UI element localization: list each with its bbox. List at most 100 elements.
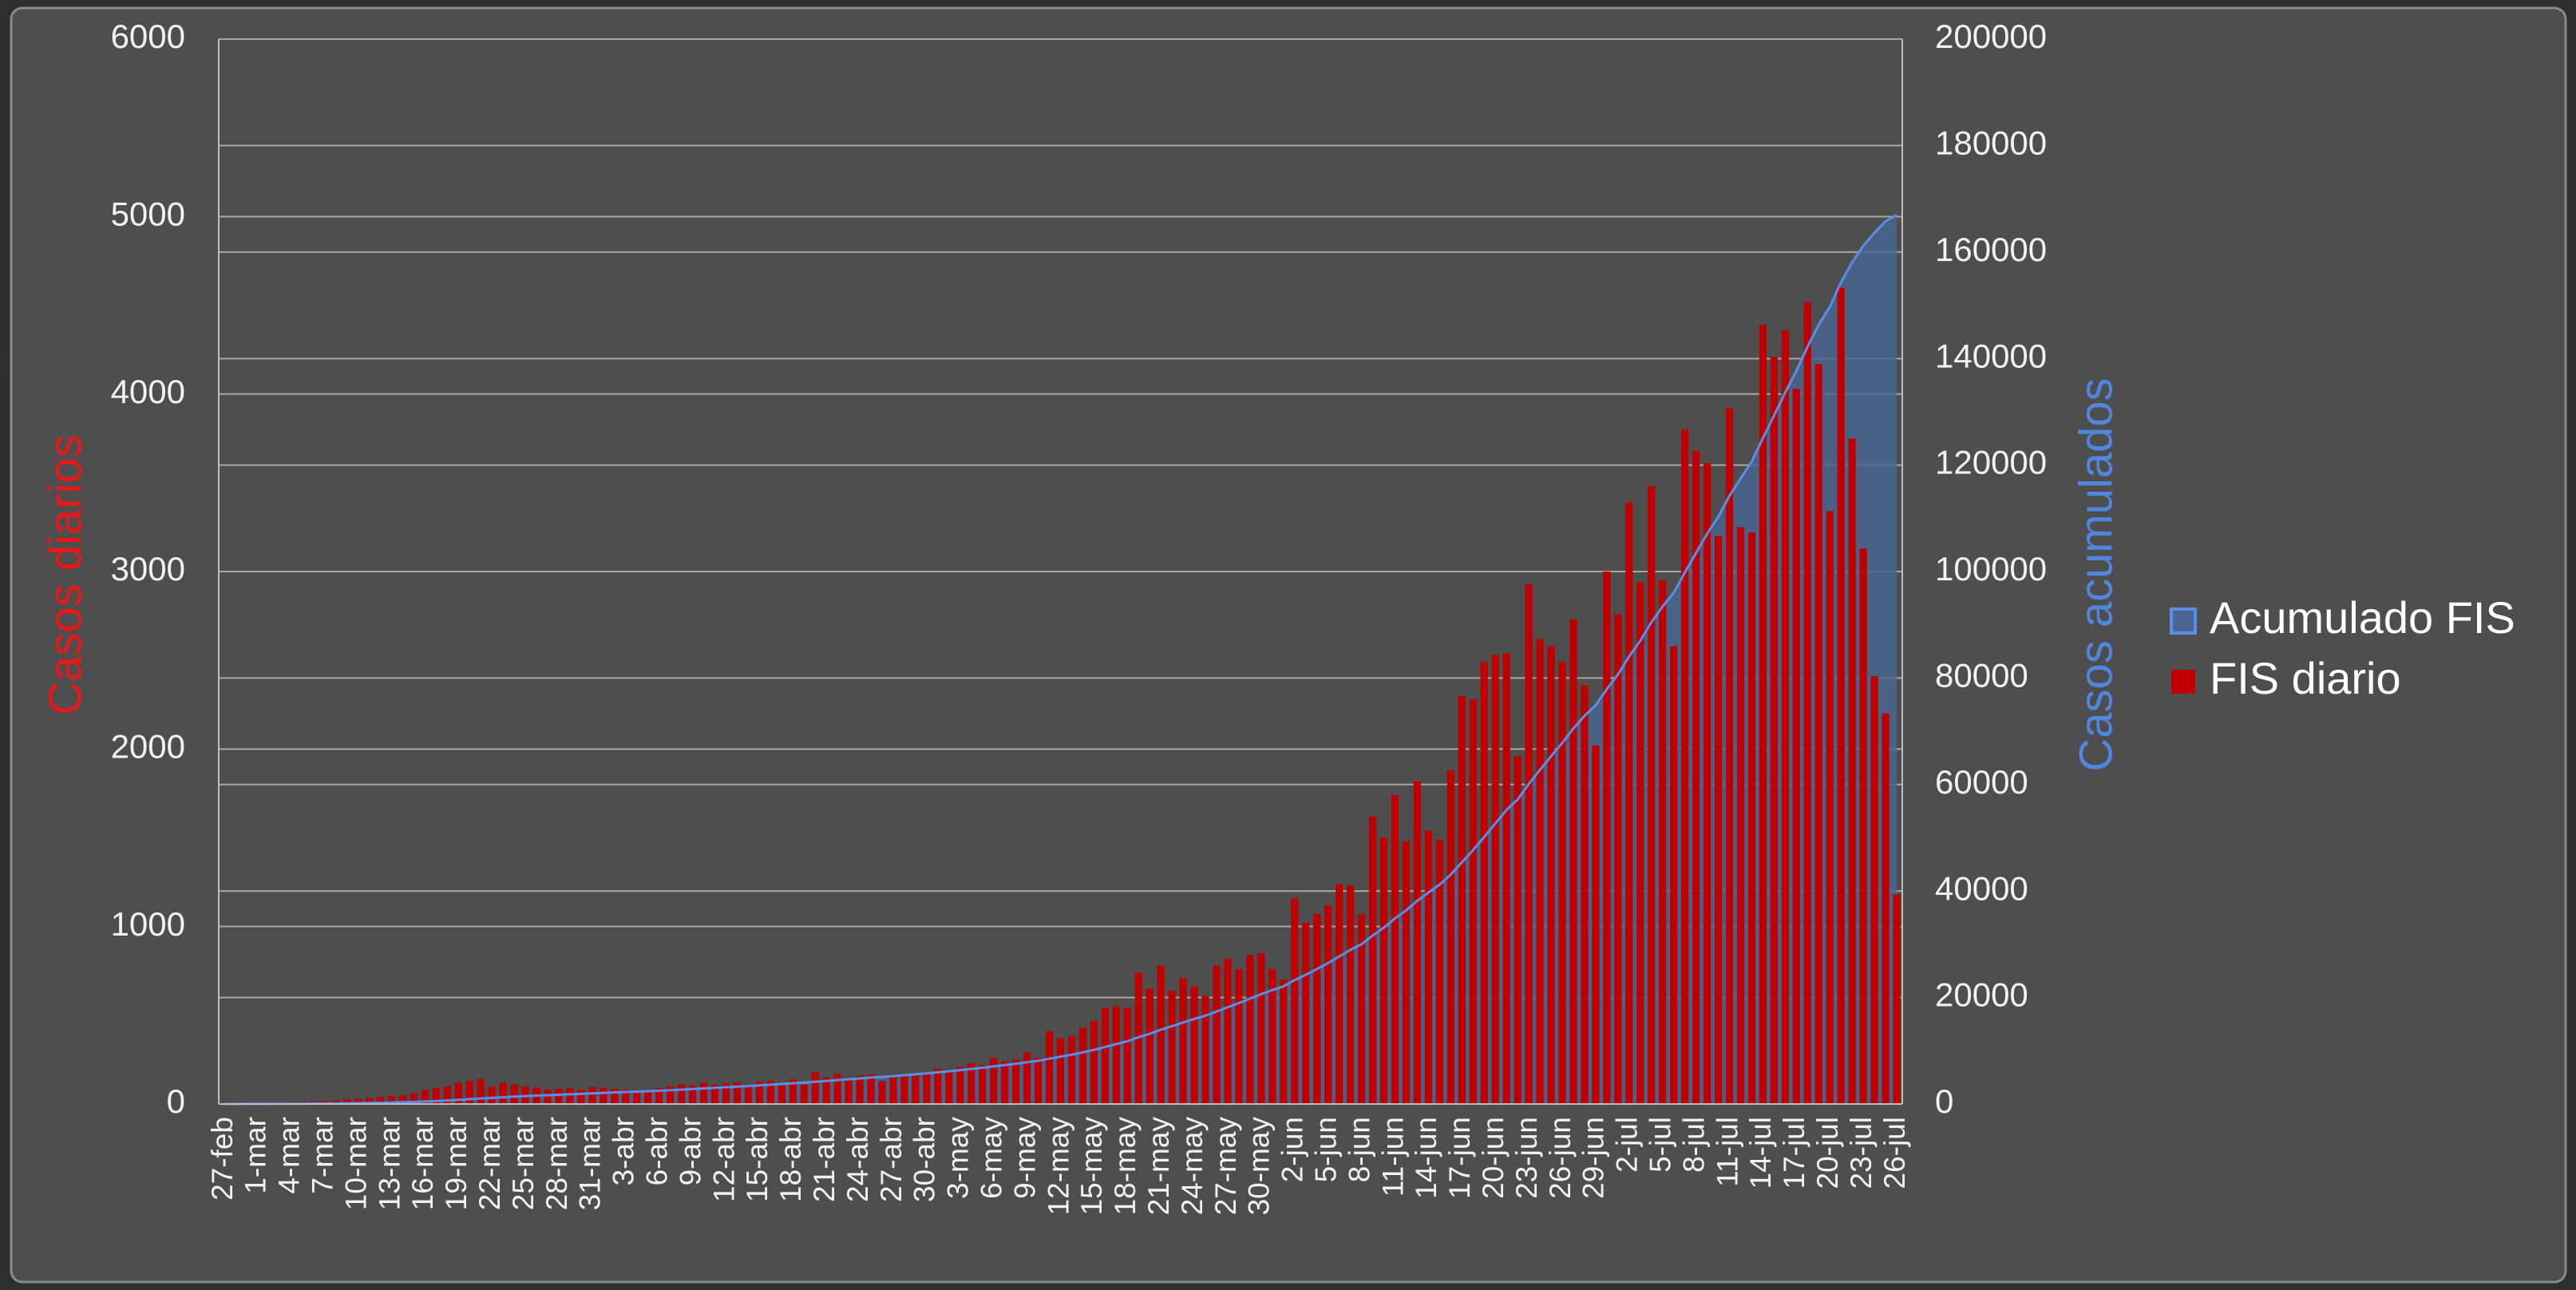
bar — [1692, 450, 1700, 1104]
bar — [722, 1083, 730, 1104]
x-tick-label: 27-abr — [875, 1117, 908, 1202]
x-tick-label: 11-jun — [1376, 1117, 1409, 1197]
x-tick-label: 7-mar — [306, 1117, 338, 1194]
legend-swatch — [2171, 670, 2195, 694]
bar — [1859, 548, 1867, 1104]
bar — [465, 1081, 473, 1104]
bar — [1056, 1038, 1065, 1104]
bar — [1090, 1020, 1098, 1104]
x-tick-label: 8-jul — [1677, 1117, 1710, 1173]
bar — [1581, 685, 1589, 1104]
legend: Acumulado FIS FIS diario — [2170, 592, 2515, 703]
bar — [1268, 969, 1276, 1104]
axes: 0100020003000400050006000020000400006000… — [111, 18, 2048, 1215]
bar — [878, 1081, 886, 1104]
x-tick-label: 20-jul — [1811, 1117, 1844, 1189]
x-tick-label: 15-abr — [741, 1117, 774, 1202]
bar — [488, 1086, 496, 1104]
bar — [1391, 795, 1399, 1104]
bar — [1670, 646, 1678, 1104]
legend-label: FIS diario — [2210, 653, 2401, 703]
x-tick-label: 26-jul — [1878, 1117, 1911, 1189]
bar — [667, 1086, 675, 1104]
x-tick-label: 20-jun — [1477, 1117, 1510, 1199]
bar — [822, 1077, 830, 1104]
bar — [1636, 582, 1644, 1104]
x-tick-label: 4-mar — [273, 1117, 306, 1194]
x-tick-label: 2-jul — [1611, 1117, 1644, 1173]
bar — [477, 1078, 485, 1104]
bar — [1592, 745, 1600, 1104]
bar — [354, 1098, 362, 1104]
y-tick-label: 5000 — [111, 195, 185, 232]
bar — [454, 1082, 462, 1104]
bar — [1814, 363, 1822, 1104]
y-tick-label: 0 — [167, 1082, 185, 1120]
x-tick-label: 8-jun — [1343, 1117, 1375, 1182]
bar — [1402, 841, 1411, 1104]
bar — [699, 1082, 708, 1104]
bar — [1224, 958, 1232, 1104]
bar — [1870, 676, 1878, 1104]
bar — [555, 1089, 563, 1104]
x-tick-label: 9-abr — [674, 1117, 706, 1185]
y-tick-label: 4000 — [111, 373, 185, 410]
bar — [1146, 988, 1153, 1104]
legend-label: Acumulado FIS — [2210, 592, 2515, 643]
bar — [1435, 839, 1443, 1104]
bar — [900, 1075, 908, 1104]
bar — [1848, 438, 1856, 1104]
x-tick-label: 6-may — [975, 1117, 1007, 1199]
bar — [1413, 781, 1422, 1104]
bar — [1213, 965, 1221, 1104]
y2-axis-title: Casos acumulados — [2070, 378, 2122, 771]
chart-panel — [10, 6, 2567, 1284]
bar — [1803, 302, 1811, 1104]
x-tick-label: 26-jun — [1544, 1117, 1577, 1199]
bar — [1714, 536, 1723, 1104]
bar — [1179, 978, 1187, 1104]
bar — [544, 1090, 552, 1104]
bar — [1514, 756, 1521, 1104]
y2-tick-label: 200000 — [1935, 18, 2047, 55]
bar — [1770, 356, 1778, 1104]
x-tick-label: 12-may — [1042, 1117, 1074, 1216]
bar — [644, 1090, 652, 1104]
x-tick-label: 6-abr — [640, 1117, 673, 1185]
y-tick-label: 3000 — [111, 550, 185, 588]
bar — [1291, 898, 1299, 1104]
bar — [622, 1090, 630, 1104]
bar — [1458, 695, 1466, 1104]
bar — [1123, 1007, 1131, 1104]
x-tick-label: 24-abr — [841, 1117, 874, 1202]
bar — [1335, 884, 1343, 1104]
bar — [1067, 1036, 1076, 1104]
bar — [912, 1074, 920, 1104]
bar — [421, 1090, 429, 1104]
bar — [1536, 639, 1544, 1104]
bar — [1826, 511, 1834, 1104]
bar — [1759, 324, 1767, 1104]
x-tick-label: 1-mar — [239, 1117, 272, 1194]
bar — [923, 1071, 931, 1104]
bar — [979, 1065, 987, 1104]
bar — [845, 1078, 853, 1104]
y2-tick-label: 140000 — [1935, 337, 2047, 374]
bar — [1302, 923, 1310, 1104]
x-tick-label: 3-may — [942, 1117, 975, 1199]
bar — [755, 1082, 764, 1104]
x-tick-label: 29-jun — [1577, 1117, 1610, 1199]
bar — [1725, 408, 1734, 1104]
bar — [1235, 969, 1243, 1104]
bar — [1379, 837, 1388, 1104]
x-tick-label: 30-abr — [908, 1117, 941, 1202]
area — [224, 215, 1897, 1104]
y2-tick-label: 40000 — [1935, 869, 2028, 907]
y2-tick-label: 100000 — [1935, 550, 2047, 588]
x-tick-label: 23-jul — [1845, 1117, 1878, 1189]
bar — [1280, 979, 1288, 1104]
x-tick-label: 12-abr — [707, 1117, 740, 1202]
bar — [1246, 955, 1254, 1104]
bar — [398, 1094, 407, 1104]
bar — [1023, 1052, 1031, 1104]
